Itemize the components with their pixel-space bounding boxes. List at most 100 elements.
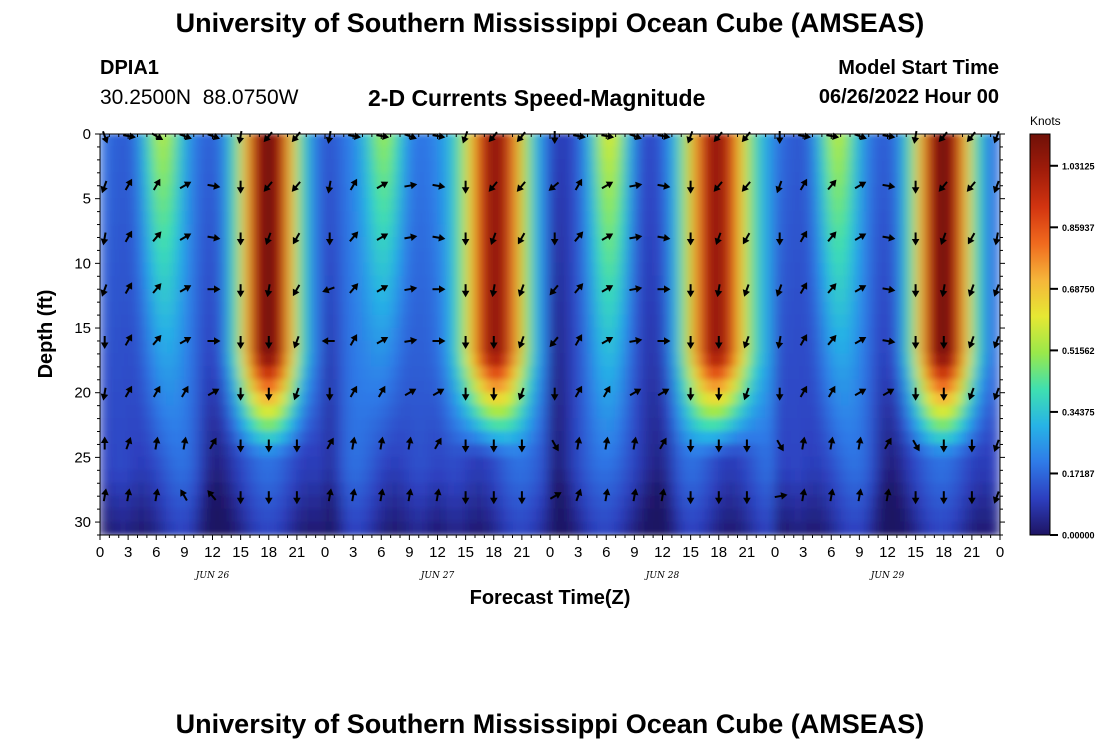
heat-cell [980, 275, 992, 290]
heat-cell [146, 495, 157, 510]
heat-cell [408, 366, 420, 381]
heat-cell [962, 301, 973, 316]
heat-cell [427, 262, 439, 277]
current-arrow-head [888, 234, 896, 242]
heat-cell [333, 405, 345, 420]
heat-cell [971, 353, 982, 368]
heat-cell [990, 159, 1000, 174]
heat-cell [624, 508, 635, 523]
heat-cell [193, 185, 204, 200]
heat-cell [221, 340, 232, 355]
heat-cell [737, 353, 748, 368]
heat-cell [746, 146, 757, 161]
heat-cell [521, 275, 532, 290]
heat-cell [296, 366, 307, 381]
current-arrow-head [516, 184, 524, 192]
heat-cell [399, 172, 410, 187]
heat-cell [296, 431, 307, 445]
heat-cell [296, 469, 307, 484]
heat-cell [483, 288, 495, 303]
heat-cell [315, 340, 326, 355]
heat-cell [118, 301, 129, 316]
current-arrow-head [327, 437, 334, 446]
heat-cell [887, 353, 898, 368]
heat-cell [521, 469, 532, 484]
current-arrow-head [154, 231, 162, 239]
heat-cell [737, 185, 748, 200]
heat-cell [699, 366, 710, 381]
heat-cell [521, 443, 532, 458]
heat-cell [287, 392, 298, 407]
heat-cell [915, 327, 926, 342]
heat-cell [577, 275, 589, 290]
heat-cell [821, 134, 832, 148]
heat-cell [174, 198, 185, 213]
heat-cell [783, 288, 795, 303]
heat-cell [690, 134, 701, 148]
heat-cell [408, 211, 420, 226]
heat-cell [418, 275, 429, 290]
heat-cell [193, 224, 204, 238]
current-arrow-head [124, 488, 133, 496]
current-arrow [207, 490, 217, 501]
heat-cell [962, 469, 973, 484]
heat-cell [699, 301, 710, 316]
current-arrow-head [236, 136, 245, 144]
heat-cell [390, 262, 401, 277]
heat-cell [718, 495, 729, 510]
heat-cell [371, 366, 382, 381]
heat-cell [962, 275, 973, 290]
current-arrow [432, 337, 446, 345]
current-arrow [992, 387, 1001, 401]
heat-cell [230, 301, 242, 316]
heat-cell [437, 327, 448, 342]
heat-cell [474, 456, 485, 471]
heat-cell [915, 456, 926, 471]
current-arrow [827, 231, 837, 242]
heat-cell [530, 340, 542, 355]
heat-cell [146, 288, 157, 303]
current-arrow-head [380, 285, 389, 292]
heat-cell [708, 314, 720, 329]
current-arrow [775, 131, 784, 144]
heat-cell [474, 301, 485, 316]
heat-cell [465, 456, 476, 471]
heat-cell [249, 134, 260, 148]
heat-cell [858, 301, 870, 316]
heat-cell [671, 236, 682, 251]
heat-cell [268, 366, 279, 381]
heat-cell [643, 469, 654, 484]
current-arrow-head [184, 132, 192, 141]
heat-cell [137, 456, 148, 471]
heat-cell [221, 314, 232, 329]
heat-cell [408, 146, 420, 161]
heat-cell [540, 521, 551, 535]
heat-cell [727, 224, 739, 238]
heat-cell [821, 172, 832, 187]
heat-cell [924, 262, 935, 277]
heat-cell [399, 495, 410, 510]
heat-cell [662, 146, 673, 161]
heat-cell [146, 392, 157, 407]
heat-cell [155, 521, 167, 535]
current-arrow-head [743, 497, 751, 505]
heat-cell [896, 366, 907, 381]
heat-cell [296, 159, 307, 174]
heat-cell [633, 185, 645, 200]
heat-cell [971, 521, 982, 535]
heat-cell [662, 301, 673, 316]
heat-cell [924, 146, 935, 161]
current-arrow-head [911, 187, 920, 194]
heat-cell [146, 249, 157, 264]
heat-cell [193, 314, 204, 329]
heat-cell [905, 236, 917, 251]
heat-cell [727, 146, 739, 161]
heat-cell [952, 159, 964, 174]
heat-cell [127, 185, 139, 200]
heat-cell [352, 405, 364, 420]
heat-cell [868, 249, 879, 264]
heat-cell [905, 275, 917, 290]
heat-cell [708, 211, 720, 226]
heat-cell [221, 456, 232, 471]
